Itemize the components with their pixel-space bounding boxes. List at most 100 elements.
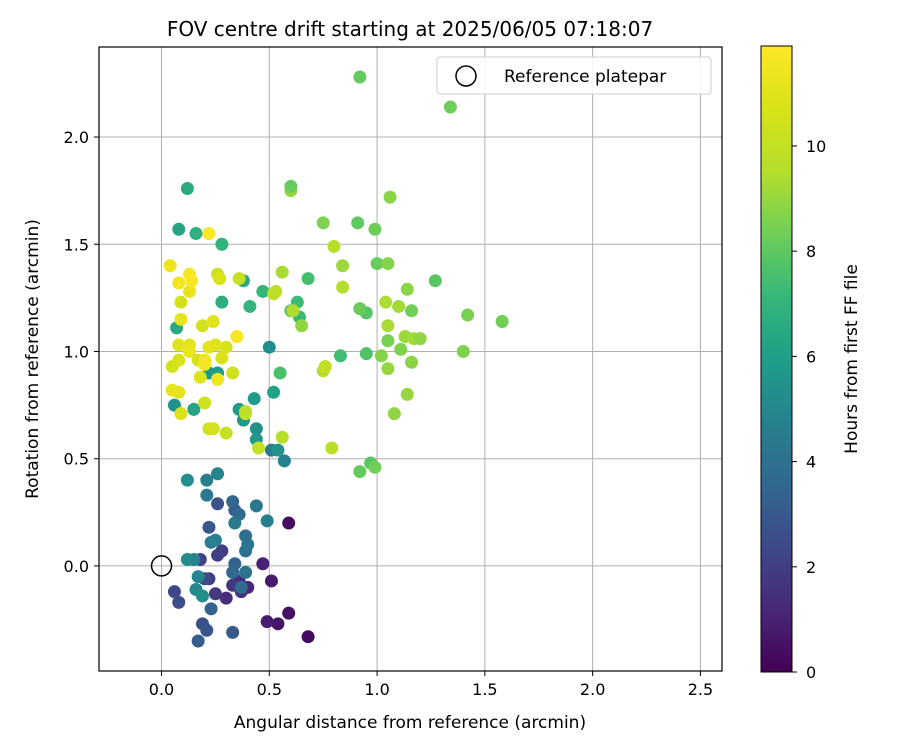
data-point: [381, 362, 395, 376]
data-point: [206, 422, 220, 436]
x-tick-label: 2.0: [580, 680, 605, 699]
data-point: [260, 514, 274, 528]
data-point: [208, 587, 222, 601]
data-point: [400, 387, 414, 401]
data-point: [381, 257, 395, 271]
data-point: [318, 360, 332, 374]
data-point: [208, 533, 222, 547]
data-point: [204, 602, 218, 616]
data-point: [359, 347, 373, 361]
data-point: [226, 495, 240, 509]
data-point: [226, 366, 240, 380]
data-point: [195, 589, 209, 603]
data-point: [256, 284, 270, 298]
data-point: [271, 443, 285, 457]
data-point: [219, 426, 233, 440]
colorbar: 0 2 4 6 8 10 Hours from first FF file: [760, 45, 862, 682]
y-tick-label: 0.0: [64, 557, 89, 576]
data-point: [353, 302, 367, 316]
data-point: [172, 276, 186, 290]
data-point: [336, 259, 350, 273]
data-point: [165, 383, 179, 397]
colorbar-tick-label: 0: [806, 663, 816, 682]
data-point: [172, 222, 186, 236]
x-tick-label: 0.5: [257, 680, 282, 699]
reference-platepar-marker: [150, 555, 173, 577]
colorbar-tick-label: 6: [806, 347, 816, 366]
data-point: [239, 565, 253, 579]
data-point: [392, 299, 406, 313]
data-point: [211, 467, 225, 481]
data-point: [405, 355, 419, 369]
data-point: [187, 402, 201, 416]
data-point: [271, 617, 285, 631]
data-point: [195, 319, 209, 333]
data-point: [413, 332, 427, 346]
x-tick-label: 0.0: [149, 680, 174, 699]
legend-marker-icon: [455, 65, 477, 87]
data-point: [381, 334, 395, 348]
data-point: [379, 295, 393, 309]
grid: [99, 47, 722, 671]
data-point: [443, 100, 457, 114]
data-point: [243, 299, 257, 313]
x-ticks: 0.0 0.5 1.0 1.5 2.0 2.5: [149, 671, 713, 699]
data-point: [185, 274, 199, 288]
data-point: [456, 344, 470, 358]
data-point: [368, 222, 382, 236]
data-point: [275, 430, 289, 444]
data-point: [163, 259, 177, 273]
data-point: [200, 473, 214, 487]
x-axis-label: Angular distance from reference (arcmin): [234, 713, 586, 733]
data-point: [202, 227, 216, 241]
data-point: [262, 340, 276, 354]
x-tick-label: 1.5: [472, 680, 497, 699]
data-point: [247, 392, 261, 406]
data-point: [374, 349, 388, 363]
y-ticks: 0.0 0.5 1.0 1.5 2.0: [64, 128, 99, 576]
data-point: [286, 304, 300, 318]
data-point: [211, 497, 225, 511]
legend: Reference platepar: [436, 56, 712, 95]
data-point: [325, 441, 339, 455]
y-tick-label: 2.0: [64, 128, 89, 147]
data-point: [370, 257, 384, 271]
data-point: [387, 407, 401, 421]
data-point: [353, 465, 367, 479]
data-point: [183, 284, 197, 298]
data-point: [189, 227, 203, 241]
data-point: [260, 615, 274, 629]
data-point: [353, 70, 367, 84]
data-point: [282, 606, 296, 620]
data-point: [226, 625, 240, 639]
points-layer: [163, 70, 509, 648]
data-point: [191, 570, 205, 584]
data-point: [267, 287, 281, 301]
legend-box: [436, 56, 712, 95]
data-point: [301, 272, 315, 286]
data-point: [351, 216, 365, 230]
y-tick-label: 0.5: [64, 450, 89, 469]
data-point: [249, 422, 263, 436]
data-point: [206, 314, 220, 328]
colorbar-tick-label: 10: [806, 137, 826, 156]
data-point: [200, 488, 214, 502]
data-point: [202, 340, 216, 354]
data-point: [264, 574, 278, 588]
data-point: [211, 548, 225, 562]
colorbar-tick-label: 8: [806, 242, 816, 261]
data-point: [277, 454, 291, 468]
data-point: [219, 340, 233, 354]
data-point: [428, 274, 442, 288]
chart-title: FOV centre drift starting at 2025/06/05 …: [167, 17, 653, 41]
data-point: [200, 623, 214, 637]
data-point: [336, 280, 350, 294]
data-point: [219, 591, 233, 605]
data-point: [172, 338, 186, 352]
data-point: [172, 595, 186, 609]
colorbar-tick-label: 4: [806, 453, 816, 472]
data-point: [228, 516, 242, 530]
data-point: [381, 319, 395, 333]
data-point: [333, 349, 347, 363]
data-point: [215, 295, 229, 309]
